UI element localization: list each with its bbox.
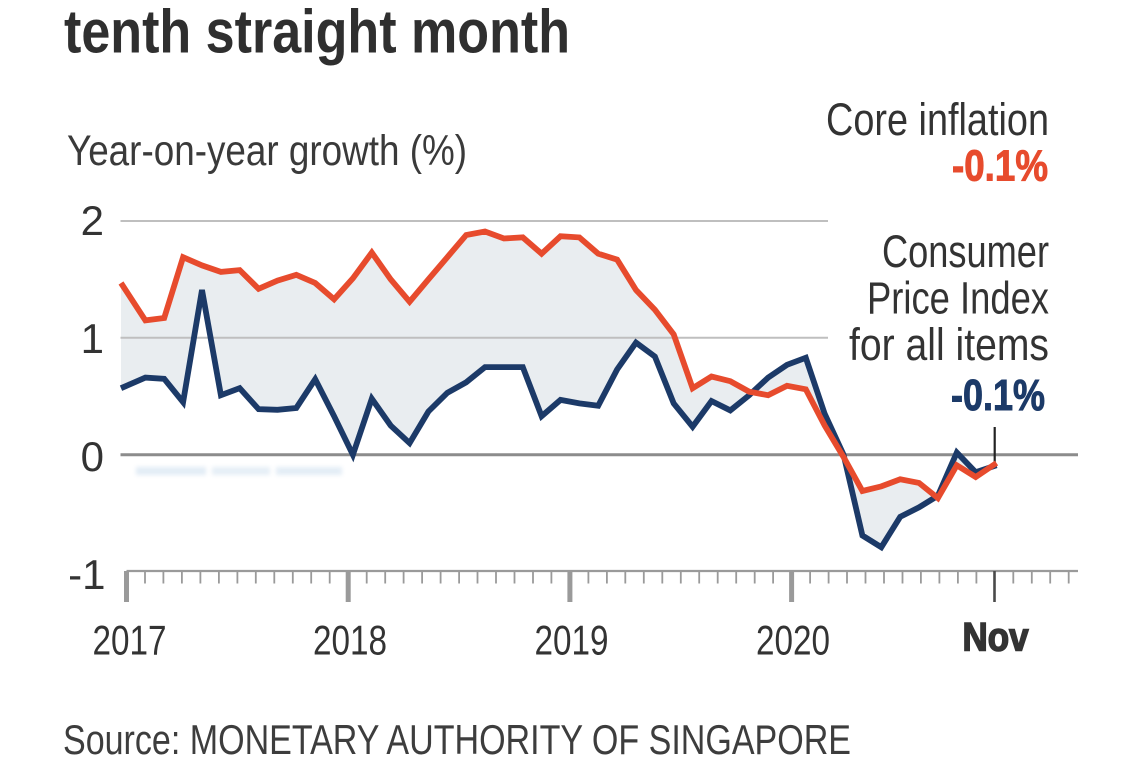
svg-text:Consumer: Consumer — [882, 226, 1049, 277]
svg-text:-1: -1 — [68, 551, 105, 598]
svg-text:1: 1 — [81, 315, 104, 362]
svg-text:2020: 2020 — [756, 617, 830, 664]
svg-text:Year-on-year growth (%): Year-on-year growth (%) — [67, 127, 467, 175]
svg-text:0: 0 — [81, 433, 104, 480]
svg-text:for all items: for all items — [849, 319, 1049, 370]
svg-text:Nov: Nov — [963, 616, 1030, 660]
svg-text:-0.1%: -0.1% — [952, 142, 1048, 191]
svg-text:-0.1%: -0.1% — [951, 371, 1045, 420]
svg-text:2018: 2018 — [313, 617, 387, 664]
svg-text:tenth straight month: tenth straight month — [64, 0, 570, 66]
svg-text:Core inflation: Core inflation — [826, 94, 1049, 145]
svg-text:Source: MONETARY AUTHORITY OF: Source: MONETARY AUTHORITY OF SINGAPORE — [63, 716, 851, 760]
svg-text:Price Index: Price Index — [867, 273, 1049, 324]
svg-text:2: 2 — [81, 197, 104, 244]
svg-text:2017: 2017 — [93, 617, 167, 664]
svg-text:2019: 2019 — [535, 617, 609, 664]
